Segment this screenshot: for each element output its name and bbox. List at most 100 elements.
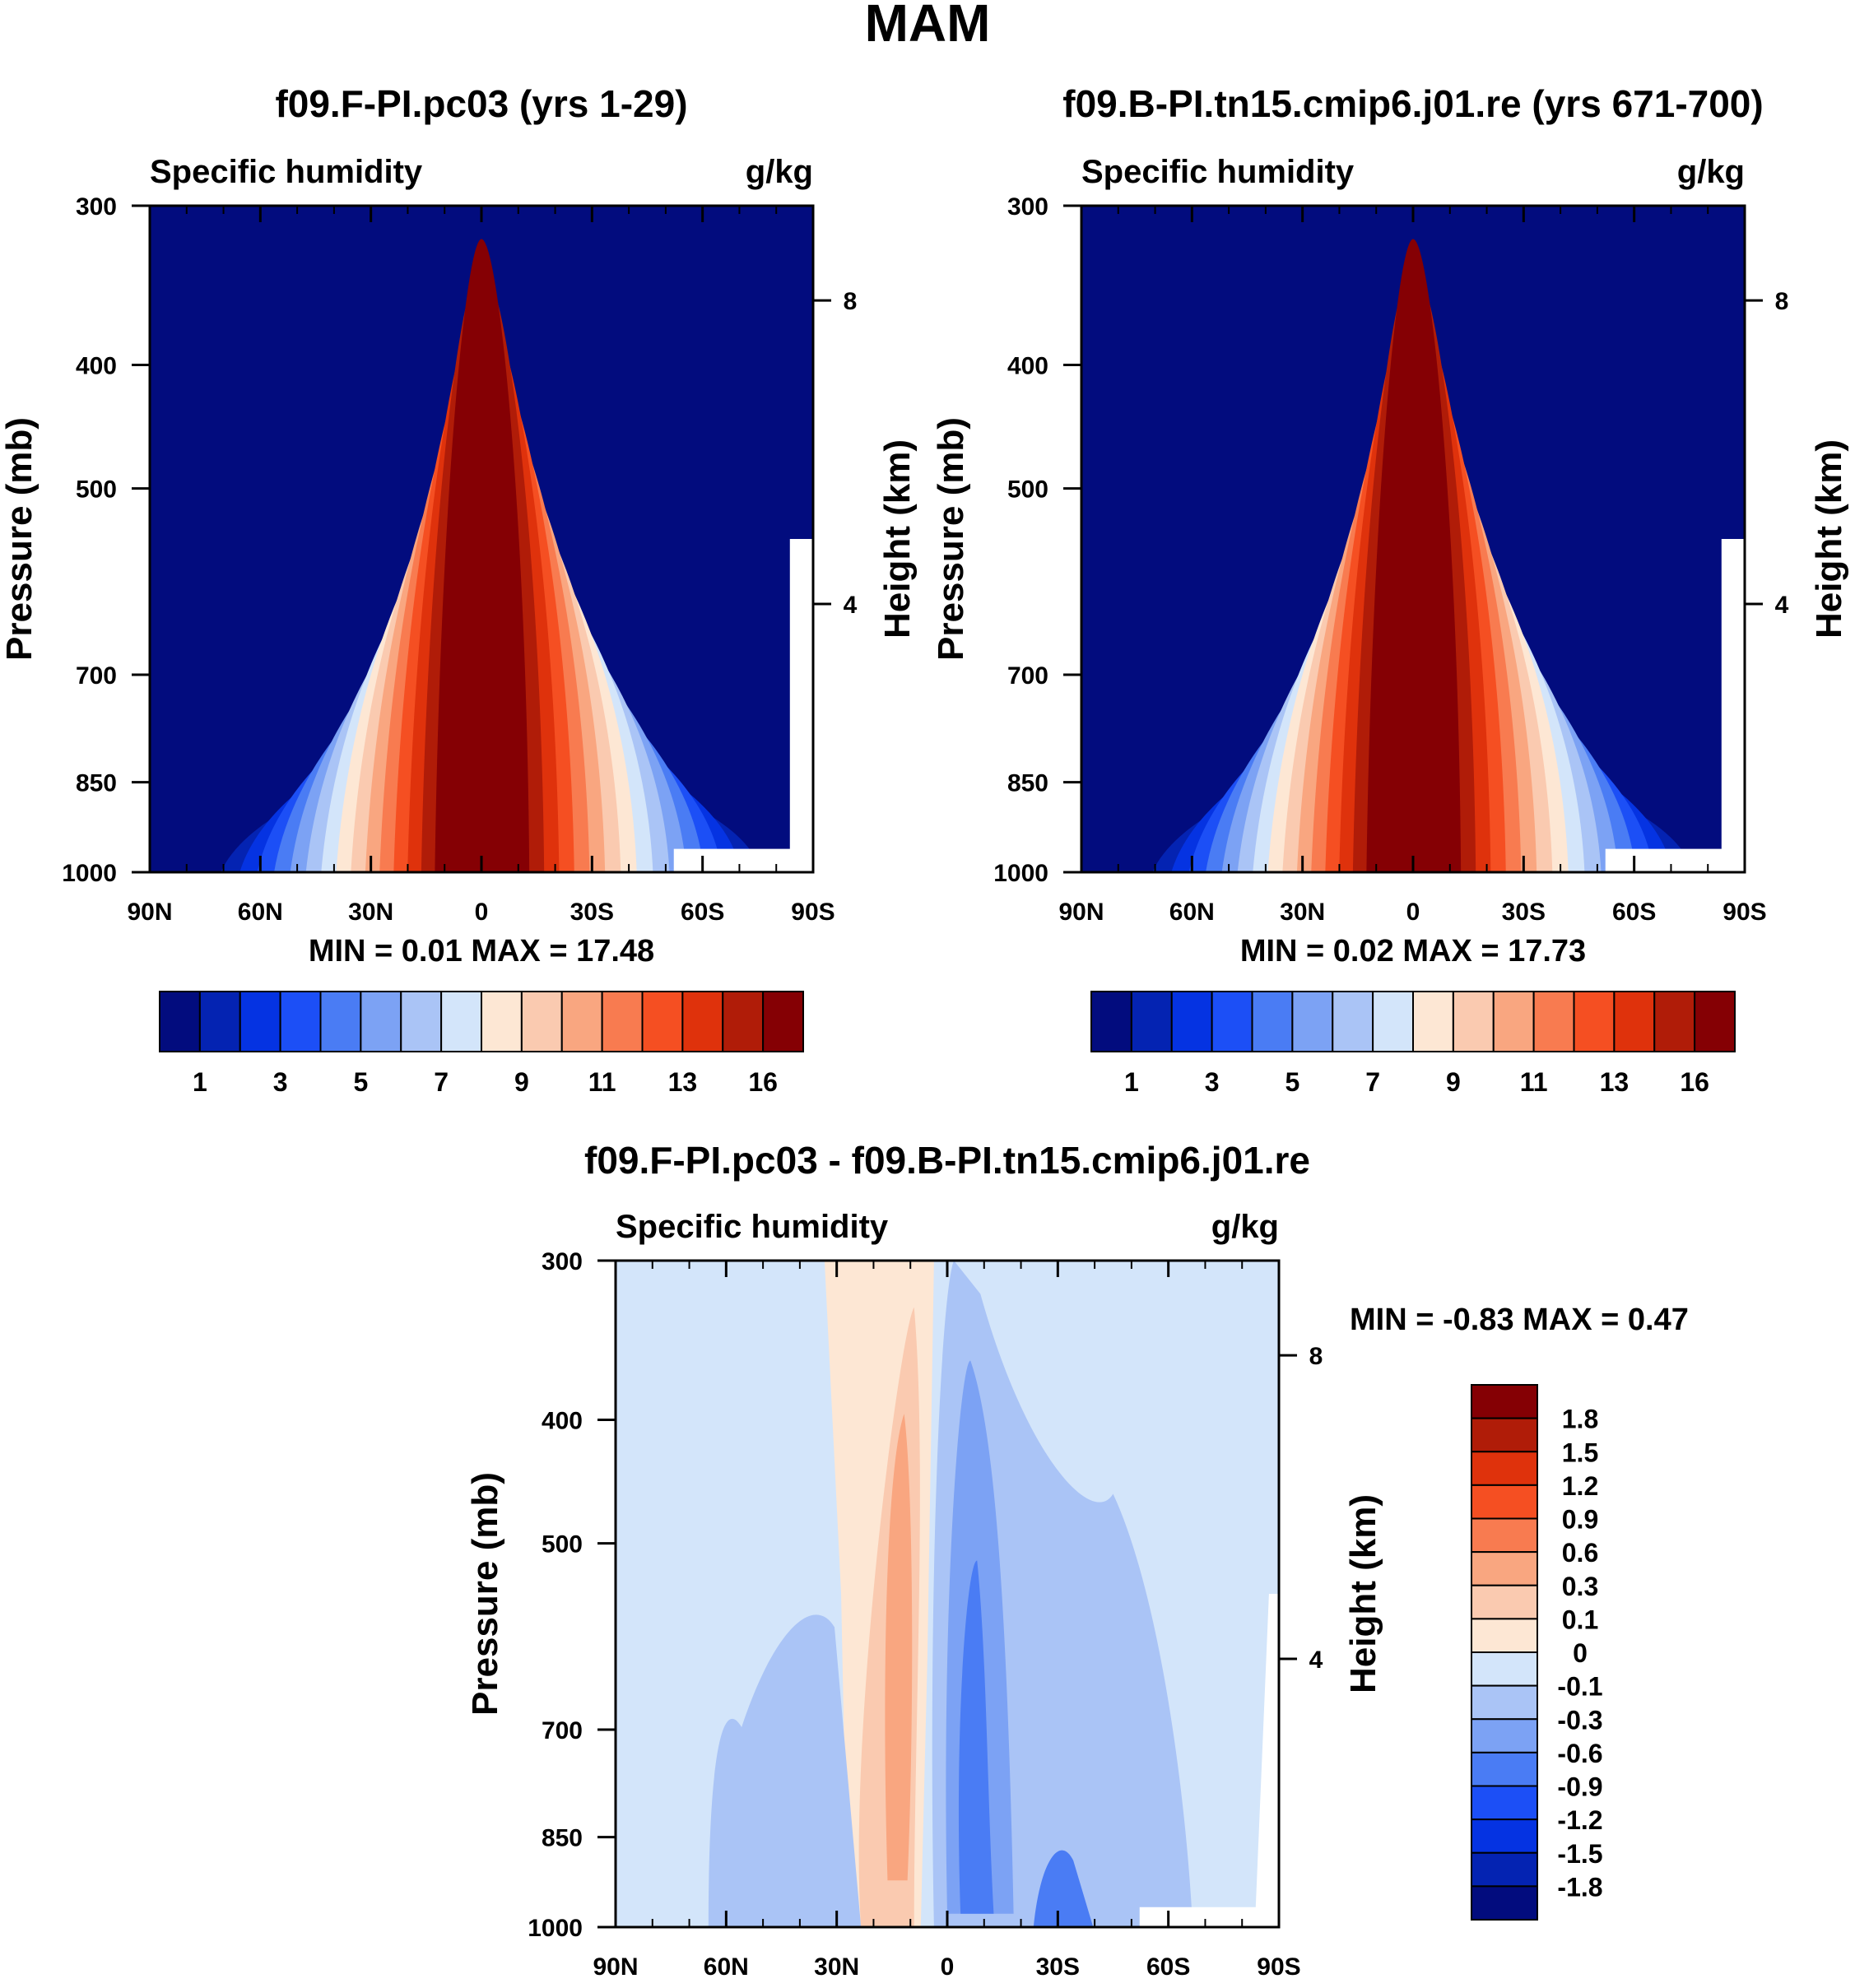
x-tick-label: 0	[1406, 899, 1420, 926]
units-label: g/kg	[746, 154, 813, 190]
colorbar-swatch	[1471, 1818, 1538, 1854]
colorbar-swatch	[520, 991, 563, 1052]
colorbar-swatch	[1332, 991, 1374, 1052]
y-tick-label: 1000	[62, 860, 117, 887]
x-tick-label: 60S	[1146, 1953, 1190, 1981]
colorbar-label: -1.2	[1557, 1805, 1602, 1835]
figure-title: MAM	[865, 0, 991, 53]
x-tick-label: 60N	[238, 899, 283, 926]
colorbar-label: 5	[1285, 1067, 1299, 1097]
colorbar-swatch	[1471, 1618, 1538, 1653]
contour-positive-0.3	[885, 1414, 913, 1881]
contour-fills	[150, 206, 813, 872]
y-tick-label: 300	[1007, 193, 1048, 221]
colorbar-swatch	[400, 991, 443, 1052]
colorbar-label: -1.8	[1557, 1872, 1602, 1902]
y-axis-label-right: Height (km)	[1343, 1494, 1383, 1693]
y-tick-label: 400	[1007, 353, 1048, 380]
max-label: MAX =	[1394, 934, 1499, 968]
variable-name: Specific humidity	[150, 154, 423, 190]
colorbar-swatch	[1372, 991, 1414, 1052]
min-label: MIN =	[1350, 1303, 1434, 1337]
colorbar-swatch	[1471, 1751, 1538, 1787]
y-tick-label: 700	[1007, 662, 1048, 690]
x-tick-label: 30N	[814, 1953, 859, 1981]
colorbar-swatch	[1471, 1551, 1538, 1586]
contour-level-15	[1366, 239, 1462, 872]
y-tick-label: 850	[76, 770, 117, 797]
colorbar-swatch	[1090, 991, 1132, 1052]
colorbar-swatch	[1471, 1417, 1538, 1453]
min-max-readout: MIN = -0.83 MAX = 0.47	[1350, 1303, 1689, 1337]
colorbar-label: 3	[1205, 1067, 1220, 1097]
colorbar-swatch	[1471, 1517, 1538, 1554]
panel-coupled: f09.B-PI.tn15.cmip6.j01.re (yrs 671-700)…	[931, 82, 1849, 968]
max-label: MAX =	[463, 934, 568, 968]
colorbar-label: -0.9	[1557, 1772, 1602, 1802]
x-tick-label: 90S	[1723, 899, 1766, 926]
y-tick-label: 850	[1007, 770, 1048, 797]
topography-mask	[673, 539, 813, 872]
contour-negative-0.6	[958, 1560, 994, 1914]
x-tick-label: 60S	[681, 899, 724, 926]
y-right-tick-label: 4	[1775, 592, 1789, 619]
y-right-tick-label: 4	[1309, 1647, 1323, 1674]
min-label: MIN =	[309, 934, 393, 968]
y-tick-label: 500	[542, 1531, 583, 1558]
x-tick-label: 60N	[1169, 899, 1215, 926]
colorbar-label: 0.9	[1562, 1505, 1598, 1535]
max-value: 17.73	[1499, 934, 1587, 968]
x-tick-label: 30N	[1280, 899, 1325, 926]
colorbar-label: 0.6	[1562, 1538, 1598, 1568]
colorbar-swatch	[601, 991, 644, 1052]
y-right-tick-label: 8	[1775, 288, 1789, 315]
panel-difference: f09.F-PI.pc03 - f09.B-PI.tn15.cmip6.j01.…	[465, 1139, 1689, 1981]
min-value: 0.02	[1324, 934, 1394, 968]
y-axis-label-right: Height (km)	[877, 439, 918, 639]
x-tick-label: 90N	[593, 1953, 638, 1981]
colorbar-swatch	[1471, 1885, 1538, 1921]
colorbar-label: 7	[1365, 1067, 1380, 1097]
y-tick-label: 700	[76, 662, 117, 690]
colorbar-swatch	[1471, 1451, 1538, 1486]
colorbar-label: -0.3	[1557, 1705, 1602, 1735]
colorbar-label: 9	[514, 1067, 529, 1097]
x-tick-label: 30S	[1036, 1953, 1080, 1981]
max-value: 0.47	[1619, 1303, 1689, 1337]
colorbar-label: 5	[353, 1067, 368, 1097]
min-label: MIN =	[1240, 934, 1324, 968]
y-tick-label: 1000	[993, 860, 1048, 887]
colorbar-swatch	[560, 991, 603, 1052]
y-axis-label-right: Height (km)	[1809, 439, 1849, 639]
colorbar-swatch	[1613, 991, 1656, 1052]
colorbar-swatch	[1471, 1484, 1538, 1520]
contour-fills	[616, 1261, 1279, 1927]
colorbar-label: 0	[1573, 1638, 1588, 1668]
colorbar-label: 0.3	[1562, 1572, 1598, 1601]
colorbar-swatch	[1471, 1785, 1538, 1821]
y-right-tick-label: 8	[1309, 1343, 1323, 1370]
y-tick-label: 400	[542, 1408, 583, 1435]
panel-title: f09.B-PI.tn15.cmip6.j01.re (yrs 671-700)	[1062, 82, 1763, 125]
panel-title: f09.F-PI.pc03 (yrs 1-29)	[275, 82, 687, 125]
colorbar-label: 1	[193, 1067, 207, 1097]
colorbar-swatch	[1471, 1584, 1538, 1620]
y-tick-label: 300	[76, 193, 117, 221]
colorbar-swatch	[1170, 991, 1213, 1052]
colorbar-control: 1 3 5 7 9 11 13 16	[159, 991, 804, 1097]
y-tick-label: 400	[76, 353, 117, 380]
colorbar-label: 9	[1446, 1067, 1461, 1097]
y-tick-label: 1000	[528, 1915, 583, 1942]
colorbar-swatch	[239, 991, 281, 1052]
colorbar-label: -0.6	[1557, 1739, 1602, 1768]
colorbar-swatch	[1492, 991, 1535, 1052]
colorbar-swatch	[319, 991, 362, 1052]
x-tick-label: 0	[941, 1953, 955, 1981]
colorbar-swatch	[440, 991, 482, 1052]
min-max-readout: MIN = 0.02 MAX = 17.73	[1240, 934, 1586, 968]
colorbar-swatch	[1471, 1384, 1538, 1419]
colorbar-label: 1.5	[1562, 1438, 1598, 1467]
colorbar-swatch	[641, 991, 684, 1052]
variable-name: Specific humidity	[616, 1209, 889, 1245]
